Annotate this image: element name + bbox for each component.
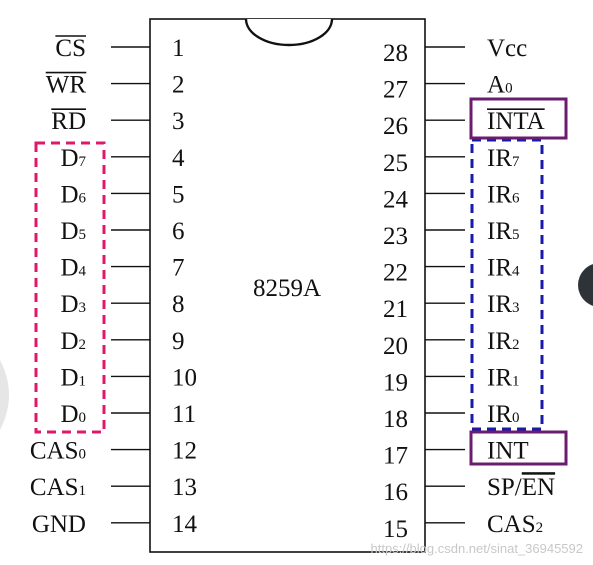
right-pin-number-21: 21 (383, 296, 408, 323)
left-pin-group: 1 CS 2 WR 3 RD 4 D7 5 D6 6 D5 7 D4 8 D3 9 D2 10 D1 11 D0 12 CAS… (30, 35, 198, 538)
right-pin-number-22: 22 (383, 260, 408, 287)
left-pin-label-d5: D5 (60, 218, 86, 245)
left-pin-number-14: 14 (172, 511, 198, 538)
right-pin-label-int: INT (487, 438, 529, 465)
right-pin-label-ir0: IR0 (487, 401, 520, 428)
ir-inputs-highlight-box (470, 138, 544, 431)
left-pin-number-5: 5 (172, 181, 185, 208)
right-pin-group: 28 Vcc 27 A0 26 INTA 25 IR7 24 IR6 23 IR5 22 IR4 21 IR3… (383, 35, 555, 543)
left-pin-label-d1: D1 (60, 364, 86, 391)
left-pin-label-d3: D3 (60, 291, 86, 318)
left-edge-shadow (0, 360, 9, 430)
left-pin-label-d4: D4 (60, 255, 86, 282)
left-pin-number-11: 11 (172, 401, 196, 428)
left-pin-number-6: 6 (172, 218, 185, 245)
inta-highlight-box (469, 97, 568, 140)
left-pin-label-cas1: CAS1 (30, 474, 86, 501)
right-pin-number-19: 19 (383, 369, 408, 396)
chip-notch (244, 18, 334, 47)
right-pin-number-18: 18 (383, 406, 408, 433)
left-pin-label-cs: CS (55, 35, 86, 62)
right-pin-number-17: 17 (383, 443, 408, 470)
left-pin-label-d0: D0 (60, 401, 86, 428)
right-pin-label-a0: A0 (487, 72, 513, 99)
right-pin-number-28: 28 (383, 40, 408, 67)
right-pin-label-ir1: IR1 (487, 364, 520, 391)
left-pin-label-gnd: GND (32, 511, 86, 538)
left-pin-number-4: 4 (172, 145, 185, 172)
left-pin-label-d2: D2 (60, 328, 86, 355)
right-pin-number-27: 27 (383, 77, 408, 104)
left-pin-number-7: 7 (172, 255, 185, 282)
left-pin-number-9: 9 (172, 328, 185, 355)
right-pin-label-ir4: IR4 (487, 255, 520, 282)
left-pin-label-cas0: CAS0 (30, 438, 86, 465)
right-pin-number-24: 24 (383, 186, 409, 213)
left-pin-label-d7: D7 (60, 145, 86, 172)
right-pin-label-cas2: CAS2 (487, 511, 543, 538)
left-pin-number-12: 12 (172, 438, 197, 465)
left-pin-number-2: 2 (172, 72, 185, 99)
left-pin-number-13: 13 (172, 474, 197, 501)
right-pin-label-ir3: IR3 (487, 291, 520, 318)
left-pin-label-d6: D6 (60, 181, 86, 208)
right-pin-label-ir2: IR2 (487, 328, 520, 355)
right-pin-number-20: 20 (383, 333, 408, 360)
left-pin-number-8: 8 (172, 291, 185, 318)
right-pin-number-23: 23 (383, 223, 408, 250)
left-pin-number-10: 10 (172, 364, 197, 391)
left-pin-label-rd: RD (51, 108, 86, 135)
right-pin-label-ir5: IR5 (487, 218, 520, 245)
right-pin-number-15: 15 (383, 516, 408, 543)
int-highlight-box (469, 430, 568, 466)
right-pin-label-vcc: Vcc (487, 35, 527, 62)
left-pin-label-wr: WR (46, 72, 87, 99)
right-pin-number-26: 26 (383, 113, 408, 140)
right-pin-number-25: 25 (383, 150, 408, 177)
left-pin-number-1: 1 (172, 35, 185, 62)
right-pin-number-16: 16 (383, 479, 408, 506)
right-pin-label-ir6: IR6 (487, 181, 520, 208)
right-pin-label-spen: SP/EN (487, 474, 555, 501)
right-edge-button (578, 264, 593, 306)
data-bus-highlight-box (34, 141, 106, 434)
right-pin-label-inta: INTA (487, 108, 545, 135)
right-pin-label-ir7: IR7 (487, 145, 520, 172)
chip-name: 8259A (253, 275, 321, 302)
left-pin-number-3: 3 (172, 108, 185, 135)
watermark: https://blog.csdn.net/sinat_36945592 (371, 541, 584, 556)
